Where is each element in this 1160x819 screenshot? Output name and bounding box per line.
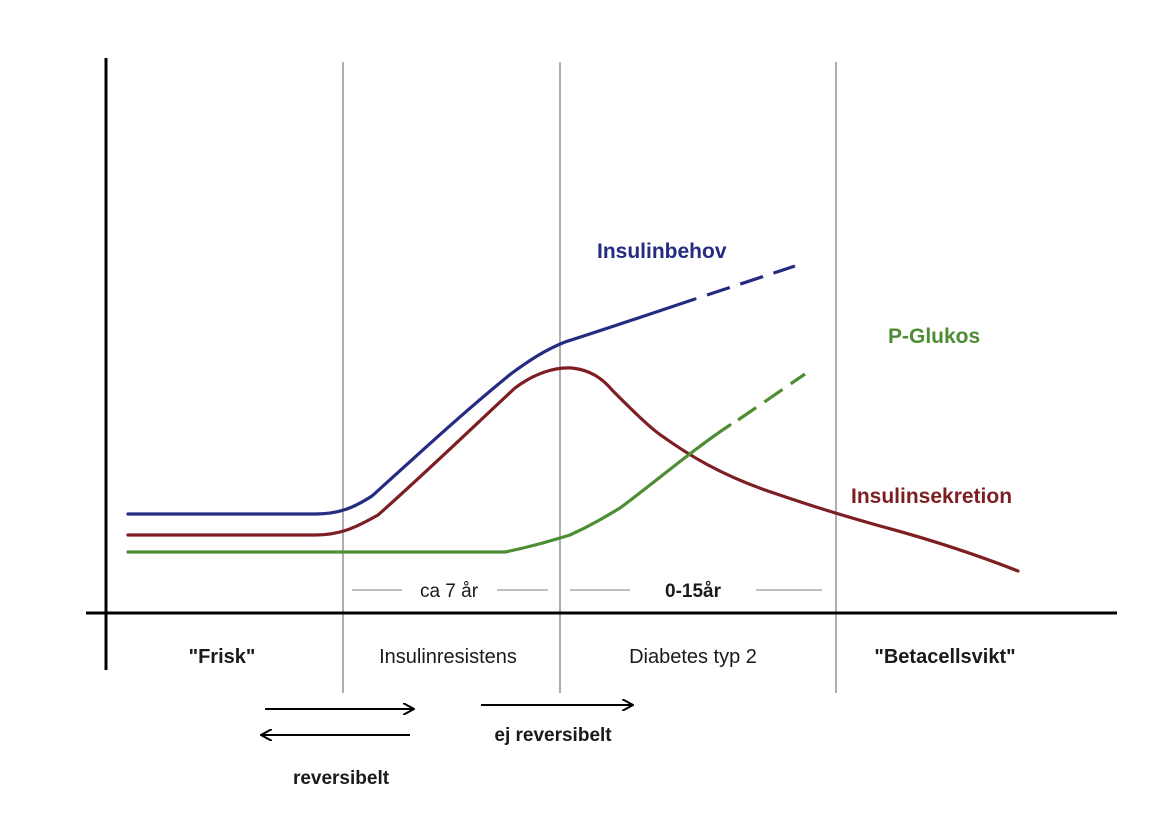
ej-reversibelt-label: ej reversibelt xyxy=(494,725,612,746)
insulinbehov-curve xyxy=(126,297,697,516)
p-glukos-label: P-Glukos xyxy=(888,325,980,348)
p-glukos-curve xyxy=(126,423,732,554)
insulinsekretion-label: Insulinsekretion xyxy=(851,485,1012,508)
phase-diabetes-label: Diabetes typ 2 xyxy=(629,646,757,668)
p-glukos-extension xyxy=(737,372,806,422)
insulinbehov-extension xyxy=(706,264,796,297)
insulinsekretion-curve xyxy=(126,366,1020,573)
phase-insulinresistens-label: Insulinresistens xyxy=(379,646,517,668)
duration-ca7-label: ca 7 år xyxy=(420,581,479,602)
duration-0-15-label: 0-15år xyxy=(665,581,722,602)
phase-betacellsvikt-label: "Betacellsvikt" xyxy=(874,646,1015,668)
reversibelt-label: reversibelt xyxy=(293,768,390,789)
insulinbehov-label: Insulinbehov xyxy=(597,240,727,263)
phase-frisk-label: "Frisk" xyxy=(189,646,256,668)
